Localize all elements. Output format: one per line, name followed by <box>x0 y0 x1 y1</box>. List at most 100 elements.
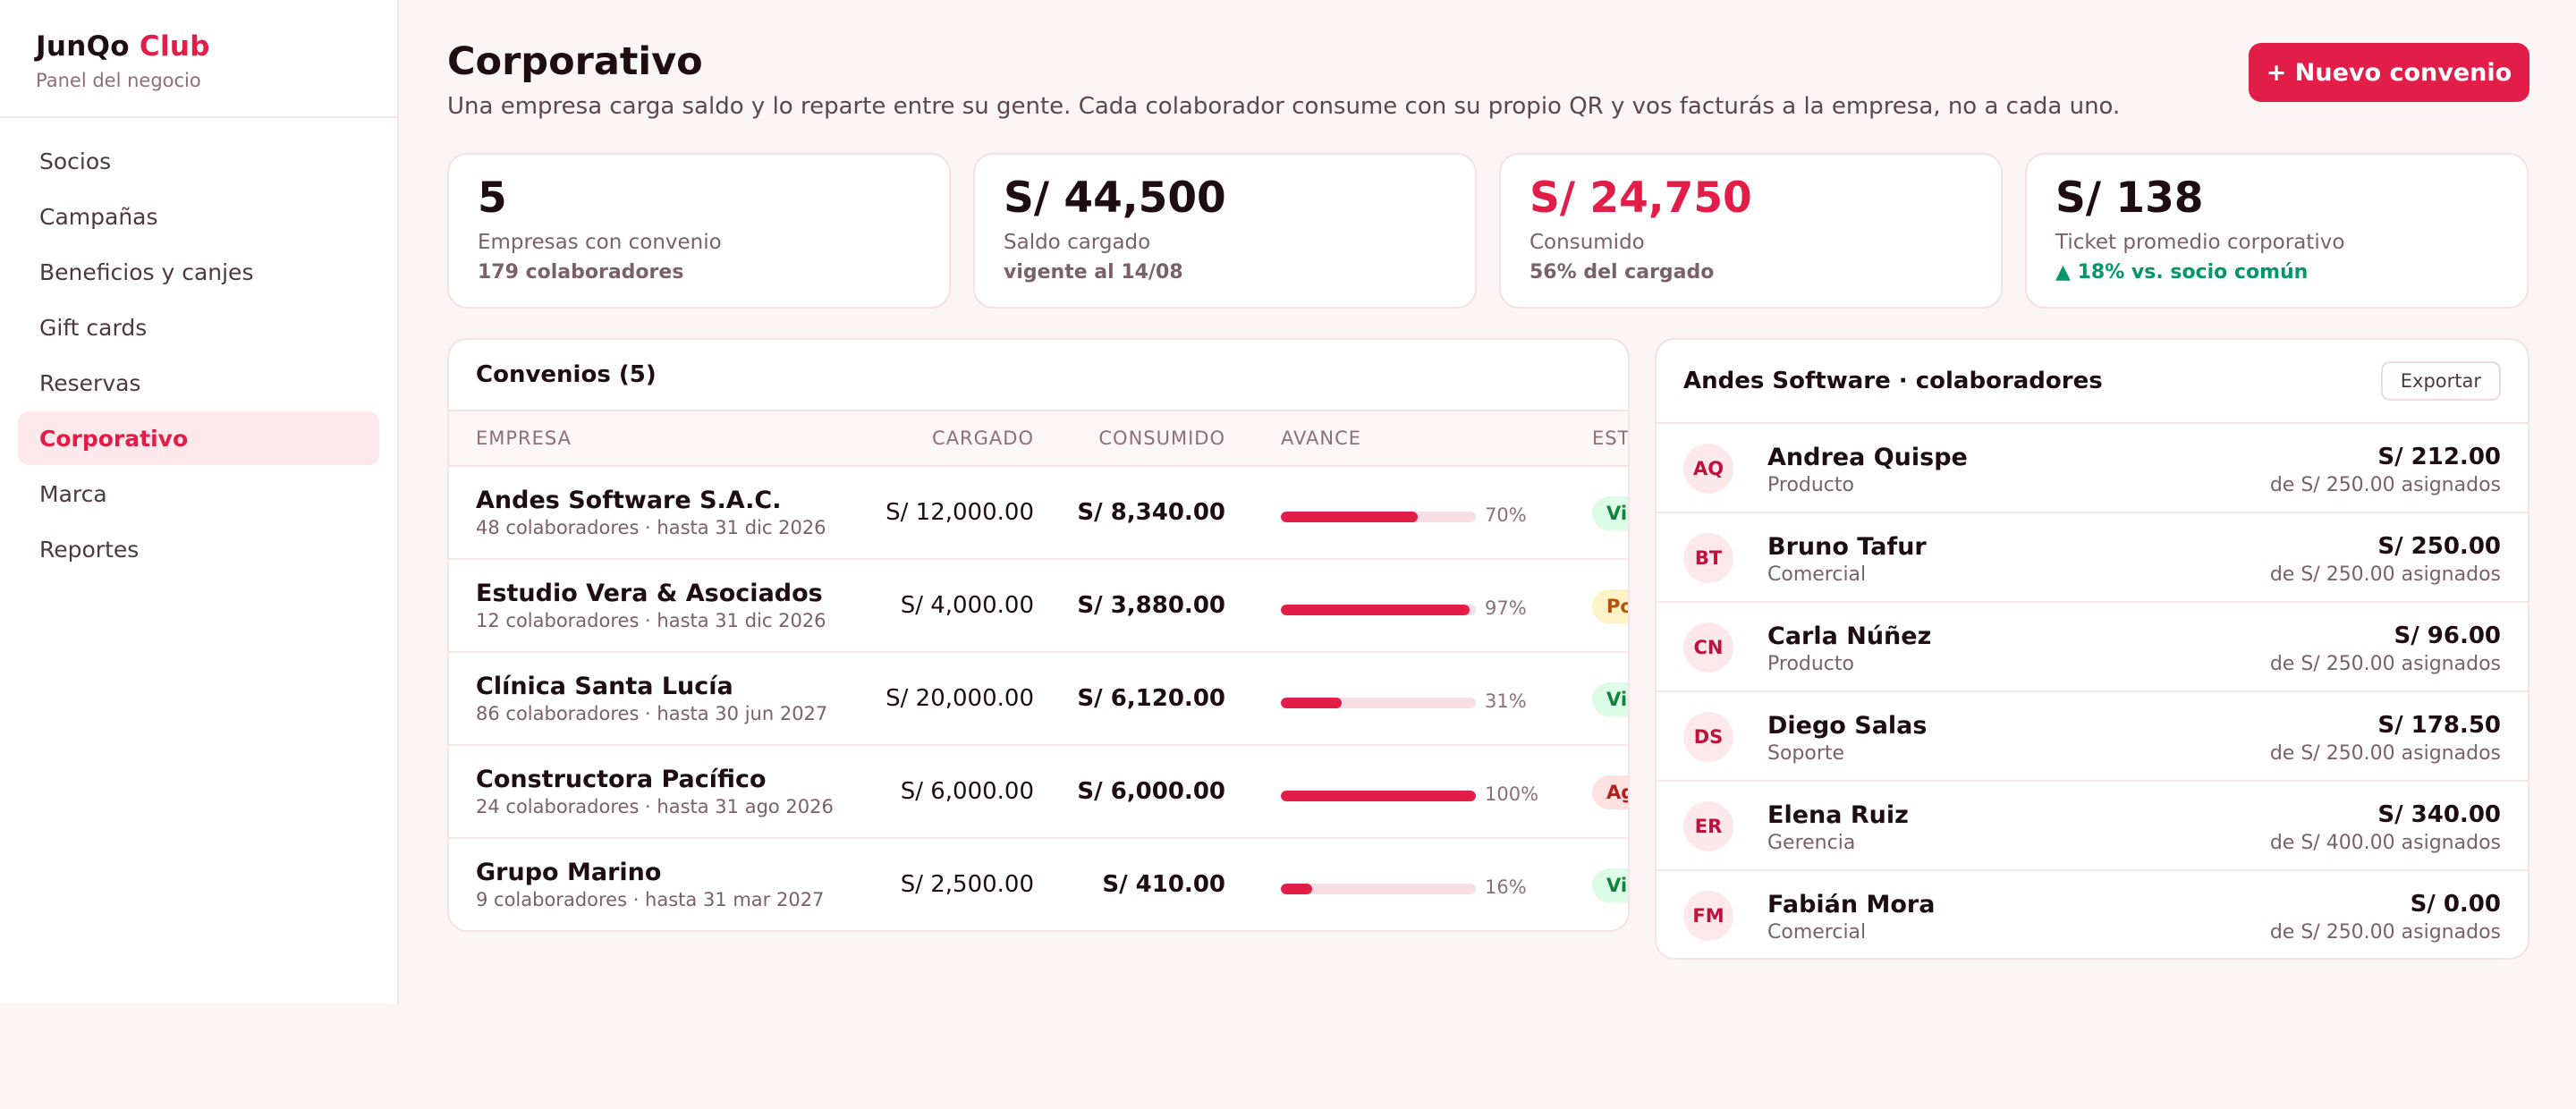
progress-percent: 100% <box>1485 783 1539 805</box>
new-agreement-button[interactable]: + Nuevo convenio <box>2249 43 2529 102</box>
employee-assigned: de S/ 250.00 asignados <box>2269 742 2501 765</box>
status-badge: Vigente <box>1592 868 1628 902</box>
list-item[interactable]: AQ Andrea Quispe Producto S/ 212.00 de S/ 25… <box>1657 424 2528 513</box>
progress-fill <box>1281 512 1418 522</box>
progress-bar <box>1281 884 1476 894</box>
stat-note: 56% del cargado <box>1530 261 1715 284</box>
stat-card-avg-ticket: S/ 138 Ticket promedio corporativo ▲ 18%… <box>2025 153 2529 309</box>
sidebar-item-corporativo[interactable]: Corporativo <box>18 411 379 465</box>
consumed-amount: S/ 410.00 <box>1102 871 1225 898</box>
progress-bar <box>1281 791 1476 801</box>
employee-role: Producto <box>1767 653 1854 675</box>
progress-fill <box>1281 698 1342 708</box>
stat-note: vigente al 14/08 <box>1004 261 1183 284</box>
loaded-amount: S/ 2,500.00 <box>900 871 1034 898</box>
table-header: EMPRESA CARGADO CONSUMIDO AVANCE ESTADO <box>449 411 1628 467</box>
avatar: DS <box>1683 712 1733 762</box>
company-meta: 24 colaboradores · hasta 31 ago 2026 <box>476 796 834 817</box>
avatar: ER <box>1683 801 1733 851</box>
table-row[interactable]: Grupo Marino 9 colaboradores · hasta 31 m… <box>449 839 1628 930</box>
employee-assigned: de S/ 400.00 asignados <box>2269 832 2501 854</box>
status-badge: Vigente <box>1592 496 1628 530</box>
employee-name: Elena Ruiz <box>1767 801 1909 829</box>
status-badge: Por recargar <box>1592 589 1628 623</box>
employee-role: Comercial <box>1767 563 1867 586</box>
employee-assigned: de S/ 250.00 asignados <box>2269 921 2501 944</box>
brand-name: JunQo <box>36 30 130 63</box>
stat-value: S/ 24,750 <box>1530 174 1752 223</box>
sidebar-item-reservas[interactable]: Reservas <box>39 369 141 396</box>
table-row[interactable]: Andes Software S.A.C. 48 colaboradores · … <box>449 467 1628 560</box>
brand-subtitle: Panel del negocio <box>36 70 201 91</box>
progress-fill <box>1281 605 1470 615</box>
list-item[interactable]: CN Carla Núñez Producto S/ 96.00 de S/ 250.0… <box>1657 603 2528 692</box>
progress-percent: 31% <box>1485 690 1527 712</box>
company-meta: 48 colaboradores · hasta 31 dic 2026 <box>476 517 826 538</box>
company-name: Constructora Pacífico <box>476 766 767 793</box>
avatar: BT <box>1683 533 1733 583</box>
sidebar-item-socios[interactable]: Socios <box>39 148 112 174</box>
sidebar-item-marca[interactable]: Marca <box>39 480 107 507</box>
stat-value: 5 <box>478 174 507 223</box>
employee-name: Andrea Quispe <box>1767 444 1968 471</box>
page-description: Una empresa carga saldo y lo reparte ent… <box>447 93 2121 120</box>
sidebar-item-beneficios[interactable]: Beneficios y canjes <box>39 258 254 285</box>
employee-name: Diego Salas <box>1767 712 1928 740</box>
list-item[interactable]: DS Diego Salas Soporte S/ 178.50 de S/ 250.0… <box>1657 692 2528 782</box>
consumed-amount: S/ 6,000.00 <box>1077 778 1225 805</box>
progress-percent: 70% <box>1485 504 1527 526</box>
status-badge: Agotado <box>1592 775 1628 809</box>
page-title: Corporativo <box>447 39 703 84</box>
agreements-title: Convenios (5) <box>449 340 1628 411</box>
employee-balance: S/ 96.00 <box>2394 622 2501 649</box>
progress-fill <box>1281 884 1312 894</box>
table-row[interactable]: Clínica Santa Lucía 86 colaboradores · ha… <box>449 653 1628 746</box>
col-loaded: CARGADO <box>932 428 1034 449</box>
export-button[interactable]: Exportar <box>2380 361 2501 401</box>
table-row[interactable]: Constructora Pacífico 24 colaboradores · … <box>449 746 1628 839</box>
progress-percent: 16% <box>1485 876 1527 898</box>
company-meta: 9 colaboradores · hasta 31 mar 2027 <box>476 889 825 910</box>
stat-trend: ▲ 18% vs. socio común <box>2055 261 2309 284</box>
stat-card-consumed: S/ 24,750 Consumido 56% del cargado <box>1499 153 2003 309</box>
company-name: Andes Software S.A.C. <box>476 487 782 514</box>
employee-assigned: de S/ 250.00 asignados <box>2269 653 2501 675</box>
employee-balance: S/ 178.50 <box>2377 712 2501 739</box>
employee-balance: S/ 212.00 <box>2377 444 2501 470</box>
col-progress: AVANCE <box>1281 428 1362 449</box>
table-row[interactable]: Estudio Vera & Asociados 12 colaboradores… <box>449 560 1628 653</box>
progress-percent: 97% <box>1485 597 1527 619</box>
loaded-amount: S/ 6,000.00 <box>900 778 1034 805</box>
employee-assigned: de S/ 250.00 asignados <box>2269 474 2501 496</box>
stat-card-companies: 5 Empresas con convenio 179 colaboradore… <box>447 153 951 309</box>
loaded-amount: S/ 4,000.00 <box>900 592 1034 619</box>
employee-balance: S/ 0.00 <box>2410 891 2501 918</box>
brand-accent: Club <box>139 30 210 63</box>
consumed-amount: S/ 3,880.00 <box>1077 592 1225 619</box>
progress-bar <box>1281 605 1476 615</box>
employee-role: Soporte <box>1767 742 1845 765</box>
progress-bar <box>1281 512 1476 522</box>
sidebar-item-reportes[interactable]: Reportes <box>39 536 140 563</box>
list-item[interactable]: FM Fabián Mora Comercial S/ 0.00 de S/ 250.0… <box>1657 871 2528 958</box>
employee-role: Comercial <box>1767 921 1867 944</box>
list-item[interactable]: ER Elena Ruiz Gerencia S/ 340.00 de S/ 400.0… <box>1657 782 2528 871</box>
sidebar-nav: Socios Campañas Beneficios y canjes Gift… <box>0 118 397 594</box>
company-name: Clínica Santa Lucía <box>476 673 733 700</box>
sidebar-item-gift-cards[interactable]: Gift cards <box>39 314 148 341</box>
stat-note: 179 colaboradores <box>478 261 684 284</box>
employee-role: Producto <box>1767 474 1854 496</box>
company-meta: 86 colaboradores · hasta 30 jun 2027 <box>476 703 828 724</box>
employees-header: Andes Software · colaboradores Exportar <box>1657 340 2528 424</box>
company-meta: 12 colaboradores · hasta 31 dic 2026 <box>476 610 826 631</box>
loaded-amount: S/ 12,000.00 <box>886 499 1034 526</box>
sidebar-item-campanas[interactable]: Campañas <box>39 203 158 230</box>
col-status: ESTADO <box>1592 428 1629 449</box>
company-name: Estudio Vera & Asociados <box>476 580 823 607</box>
brand-logo[interactable]: JunQo Club <box>36 30 361 63</box>
employees-panel: Andes Software · colaboradores Exportar … <box>1655 338 2529 960</box>
progress-fill <box>1281 791 1476 801</box>
list-item[interactable]: BT Bruno Tafur Comercial S/ 250.00 de S/ 250… <box>1657 513 2528 603</box>
company-name: Grupo Marino <box>476 859 662 886</box>
stat-label: Consumido <box>1530 231 1645 255</box>
